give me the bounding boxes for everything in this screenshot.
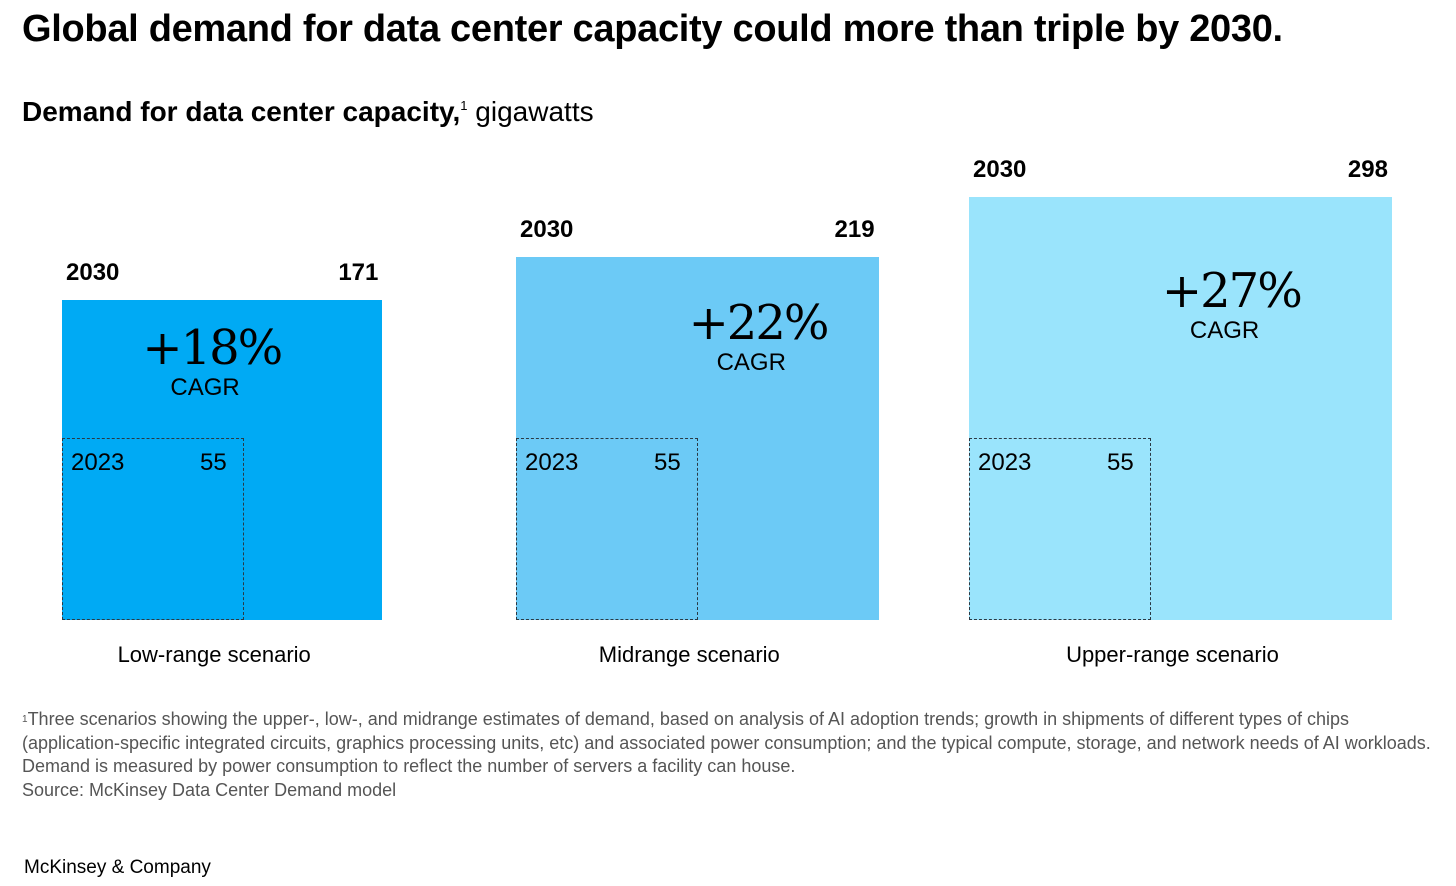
source-text: Source: McKinsey Data Center Demand mode… (22, 779, 397, 800)
value-label-2023: 55 (199, 449, 227, 477)
year-label-2023: 2023 (978, 449, 1032, 477)
cagr-value: +22% (688, 295, 830, 352)
subtitle-bold: Demand for data center capacity, (22, 96, 461, 127)
cagr-annotation: +27% CAGR (1161, 263, 1303, 345)
footnote-mark: 1 (460, 98, 468, 113)
value-label-2030: 171 (338, 258, 379, 286)
year-label-2030: 2030 (973, 156, 1027, 184)
scenario-square-2023: 2023 55 (969, 438, 1151, 620)
logo: McKinsey & Company (24, 857, 211, 878)
cagr-label: CAGR (1189, 317, 1260, 345)
cagr-annotation: +22% CAGR (688, 295, 830, 377)
subtitle-unit: gigawatts (467, 96, 594, 127)
cagr-label: CAGR (170, 373, 240, 401)
value-label-2023: 55 (1106, 449, 1134, 477)
scenario-square-2023: 2023 55 (516, 438, 698, 620)
chart-subtitle: Demand for data center capacity,1 gigawa… (22, 96, 594, 128)
footnote: 1Three scenarios showing the upper-, low… (22, 708, 1452, 802)
scenario-label: Low-range scenario (117, 642, 311, 667)
year-label-2023: 2023 (71, 449, 125, 477)
value-label-2030: 298 (1347, 156, 1388, 184)
value-label-2023: 55 (653, 449, 681, 477)
chart-title: Global demand for data center capacity c… (22, 8, 1283, 50)
year-label-2030: 2030 (66, 258, 120, 286)
scenario-square-2030 (62, 299, 383, 620)
year-label-2023: 2023 (525, 449, 579, 477)
footnote-text: Three scenarios showing the upper-, low-… (22, 709, 1431, 776)
year-label-2030: 2030 (520, 216, 574, 244)
cagr-annotation: +18% CAGR (142, 319, 283, 402)
cagr-value: +18% (142, 319, 283, 376)
footnote-mark: 1 (22, 714, 28, 725)
scenario-label: Midrange scenario (598, 642, 780, 667)
cagr-label: CAGR (716, 349, 786, 377)
value-label-2030: 219 (834, 216, 875, 244)
scenario-square-2030 (969, 197, 1392, 620)
scenario-square-2023: 2023 55 (62, 438, 244, 620)
scenario-label: Upper-range scenario (1066, 642, 1279, 667)
cagr-value: +27% (1161, 263, 1303, 320)
